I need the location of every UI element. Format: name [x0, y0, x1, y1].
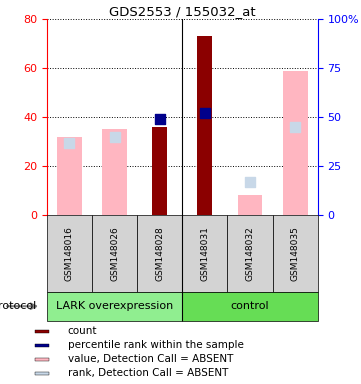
Bar	[137, 215, 182, 292]
Point	[202, 110, 208, 116]
Bar	[47, 292, 182, 321]
Bar	[35, 372, 49, 375]
Text: value, Detection Call = ABSENT: value, Detection Call = ABSENT	[68, 354, 233, 364]
Bar	[273, 215, 318, 292]
Bar	[197, 36, 212, 215]
Bar	[283, 71, 308, 215]
Bar	[47, 215, 92, 292]
Text: GSM148016: GSM148016	[65, 226, 74, 281]
Title: GDS2553 / 155032_at: GDS2553 / 155032_at	[109, 5, 256, 18]
Bar	[35, 344, 49, 347]
Text: GSM148035: GSM148035	[291, 226, 300, 281]
Point	[247, 179, 253, 185]
Text: count: count	[68, 326, 97, 336]
Bar	[227, 215, 273, 292]
Point	[112, 134, 118, 140]
Text: control: control	[231, 301, 269, 311]
Bar	[182, 292, 318, 321]
Bar	[92, 215, 137, 292]
Text: LARK overexpression: LARK overexpression	[56, 301, 173, 311]
Text: GSM148026: GSM148026	[110, 226, 119, 281]
Text: rank, Detection Call = ABSENT: rank, Detection Call = ABSENT	[68, 368, 228, 378]
Bar	[35, 358, 49, 361]
Text: protocol: protocol	[0, 301, 36, 311]
Bar	[35, 330, 49, 333]
Bar	[57, 137, 82, 215]
Bar	[182, 215, 227, 292]
Text: GSM148032: GSM148032	[245, 226, 255, 281]
Text: percentile rank within the sample: percentile rank within the sample	[68, 340, 244, 350]
Bar	[152, 127, 167, 215]
Point	[67, 139, 73, 146]
Text: GSM148031: GSM148031	[200, 226, 209, 281]
Bar	[102, 129, 127, 215]
Point	[157, 116, 162, 122]
Bar	[238, 195, 262, 215]
Text: GSM148028: GSM148028	[155, 226, 164, 281]
Point	[292, 124, 298, 130]
